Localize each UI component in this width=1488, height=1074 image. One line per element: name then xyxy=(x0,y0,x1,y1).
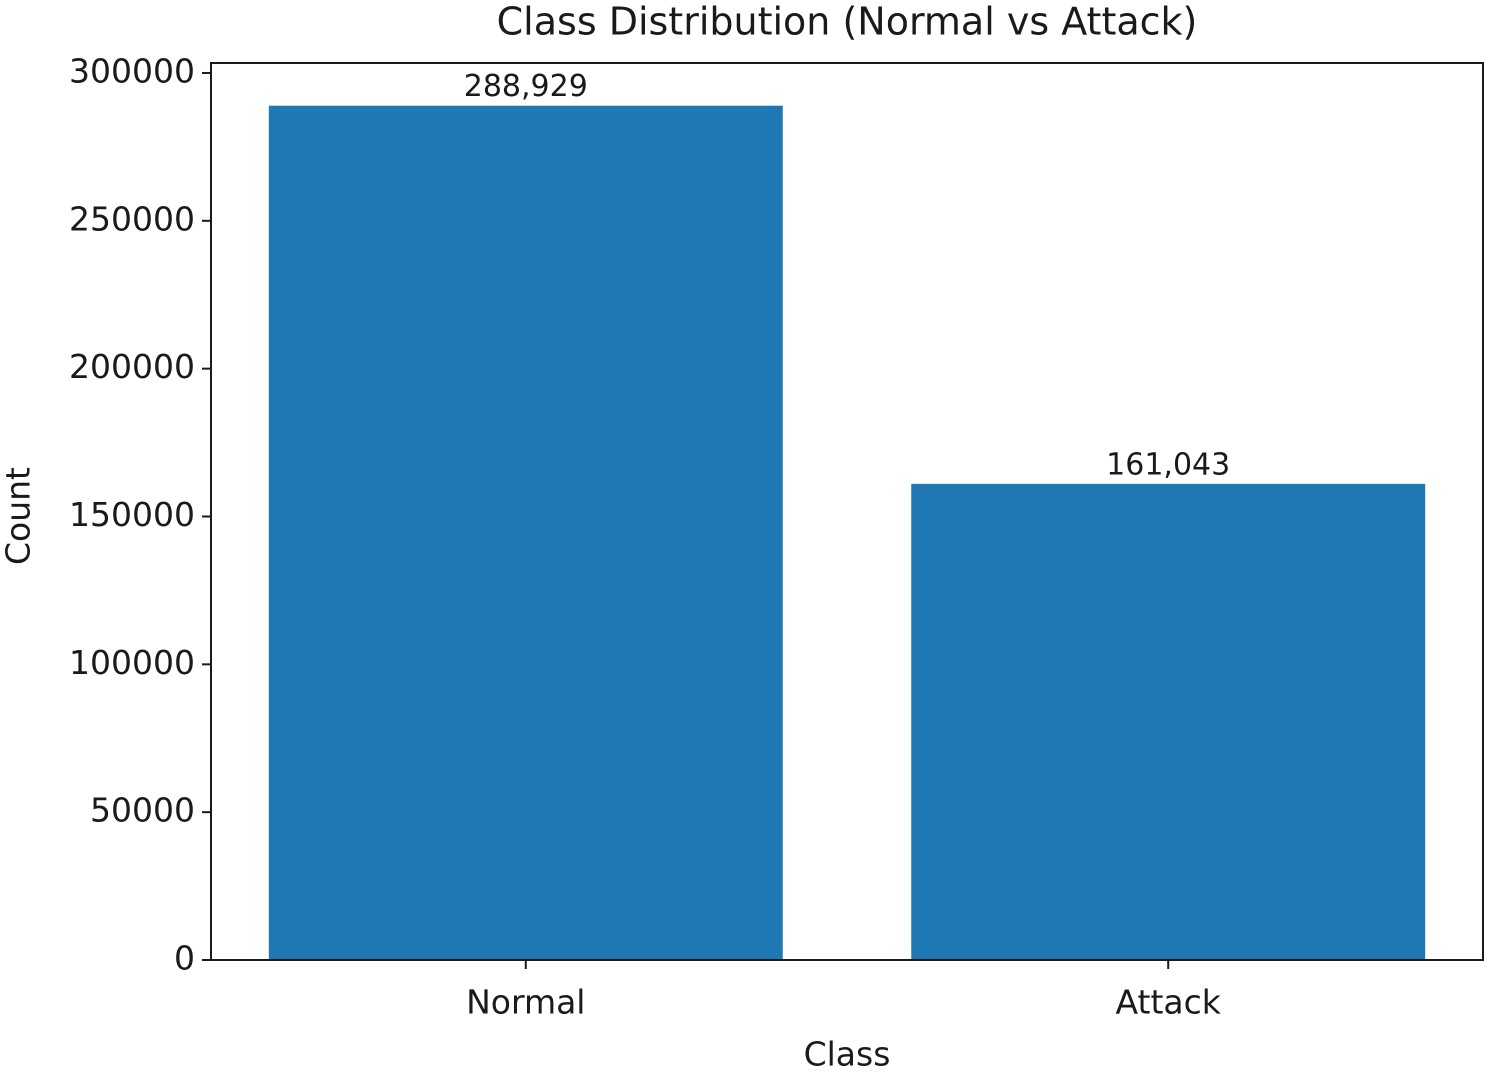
x-axis-label: Class xyxy=(804,1035,891,1074)
value-label: 288,929 xyxy=(464,69,588,104)
plot-frame xyxy=(210,62,1484,961)
y-tick-label: 300000 xyxy=(69,51,195,90)
y-tick-label: 150000 xyxy=(69,495,195,534)
value-label: 161,043 xyxy=(1106,447,1230,482)
chart-title: Class Distribution (Normal vs Attack) xyxy=(497,0,1198,44)
bar xyxy=(268,105,783,961)
x-tick-label: Normal xyxy=(466,983,585,1022)
y-tick-label: 100000 xyxy=(69,643,195,682)
y-tick-label: 0 xyxy=(174,939,195,978)
bar xyxy=(911,483,1426,960)
y-tick-label: 50000 xyxy=(90,791,195,830)
x-tick-label: Attack xyxy=(1116,983,1222,1022)
y-axis-label: Count xyxy=(0,467,38,565)
y-tick-label: 250000 xyxy=(69,199,195,238)
y-tick-label: 200000 xyxy=(69,347,195,386)
